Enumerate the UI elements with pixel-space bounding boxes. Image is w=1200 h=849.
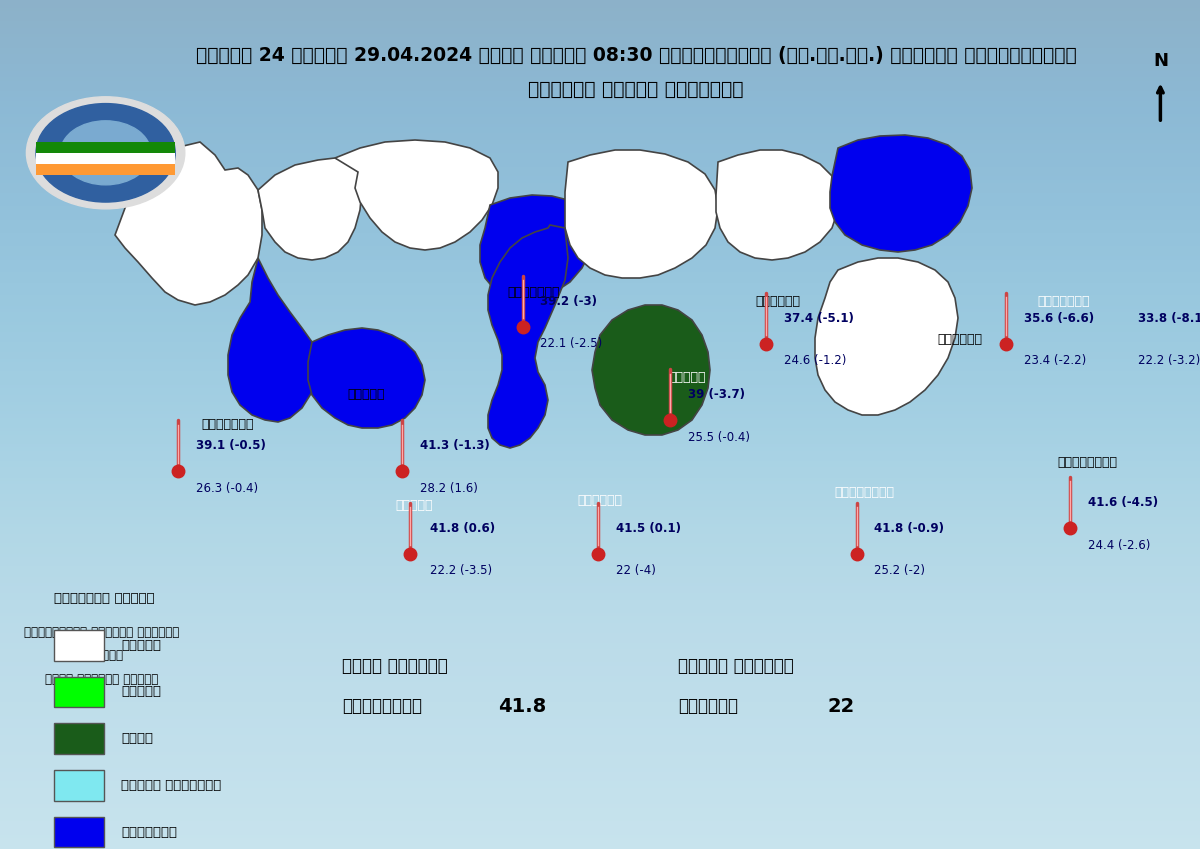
FancyBboxPatch shape bbox=[36, 164, 175, 175]
Text: 39.2 (-3): 39.2 (-3) bbox=[540, 295, 598, 308]
Text: यवतमाळ: यवतमाळ bbox=[678, 697, 738, 716]
Text: 26.3 (-0.4): 26.3 (-0.4) bbox=[196, 481, 258, 495]
Text: भारत हवामान विभाग: भारत हवामान विभाग bbox=[46, 672, 158, 686]
Polygon shape bbox=[335, 140, 498, 250]
Polygon shape bbox=[830, 135, 972, 252]
Text: 39 (-3.7): 39 (-3.7) bbox=[688, 388, 744, 402]
Text: 22 (-4): 22 (-4) bbox=[616, 564, 655, 577]
Text: लक्षात आलेले वातावरण: लक्षात आलेले वातावरण bbox=[528, 80, 744, 98]
Text: प्रादेशिक हवामान केंद्र: प्रादेशिक हवामान केंद्र bbox=[24, 626, 180, 639]
Text: 41.6 (-4.5): 41.6 (-4.5) bbox=[1088, 496, 1158, 509]
FancyBboxPatch shape bbox=[36, 143, 175, 154]
Text: N: N bbox=[1153, 52, 1168, 70]
Text: 24.4 (-2.6): 24.4 (-2.6) bbox=[1088, 538, 1151, 552]
Text: नागपूर: नागपूर bbox=[755, 295, 800, 308]
Circle shape bbox=[60, 121, 151, 185]
Polygon shape bbox=[592, 305, 710, 435]
Text: कोरडे: कोरडे bbox=[121, 638, 161, 652]
Text: 41.5 (0.1): 41.5 (0.1) bbox=[616, 521, 680, 535]
Text: तुरळक: तुरळक bbox=[121, 685, 161, 699]
FancyBboxPatch shape bbox=[54, 723, 104, 754]
Polygon shape bbox=[308, 328, 425, 428]
Text: 35.6 (-6.6): 35.6 (-6.6) bbox=[1024, 312, 1093, 325]
Text: गडचिरोली: गडचिरोली bbox=[1057, 456, 1117, 469]
Text: कमाल तापमान: कमाल तापमान bbox=[342, 657, 448, 676]
Text: यवतमाळ: यवतमाळ bbox=[577, 494, 623, 508]
Text: 28.2 (1.6): 28.2 (1.6) bbox=[420, 481, 478, 495]
Polygon shape bbox=[565, 150, 718, 278]
Text: 41.3 (-1.3): 41.3 (-1.3) bbox=[420, 439, 490, 453]
FancyBboxPatch shape bbox=[54, 817, 104, 847]
Text: विरळ: विरळ bbox=[121, 732, 154, 745]
Polygon shape bbox=[716, 150, 838, 260]
Text: चंद्रपूर: चंद्रपूर bbox=[342, 697, 422, 716]
Text: सर्वत्र: सर्वत्र bbox=[121, 825, 178, 839]
Text: गोंदिया: गोंदिया bbox=[1037, 295, 1090, 308]
Text: अकोला: अकोला bbox=[347, 388, 385, 402]
Text: बुलढाणा: बुलढाणा bbox=[202, 418, 254, 431]
Text: नागपूर: नागपूर bbox=[82, 649, 124, 662]
Text: किमान तापमान: किमान तापमान bbox=[678, 657, 793, 676]
Text: बहुदा सर्वत्र: बहुदा सर्वत्र bbox=[121, 779, 222, 792]
Text: 41.8 (0.6): 41.8 (0.6) bbox=[430, 521, 494, 535]
Text: 22.1 (-2.5): 22.1 (-2.5) bbox=[540, 337, 602, 351]
Text: वाशिम: वाशिम bbox=[395, 498, 433, 512]
Text: वर्धा: वर्धा bbox=[668, 371, 707, 385]
Polygon shape bbox=[815, 258, 958, 415]
FancyBboxPatch shape bbox=[54, 630, 104, 661]
FancyBboxPatch shape bbox=[36, 154, 175, 164]
Text: 41.8: 41.8 bbox=[498, 697, 546, 716]
Circle shape bbox=[36, 104, 175, 202]
Text: 23.4 (-2.2): 23.4 (-2.2) bbox=[1024, 354, 1086, 368]
FancyBboxPatch shape bbox=[54, 770, 104, 801]
Text: 33.8 (-8.1): 33.8 (-8.1) bbox=[1138, 312, 1200, 325]
Text: 25.2 (-2): 25.2 (-2) bbox=[874, 564, 925, 577]
Text: 24.6 (-1.2): 24.6 (-1.2) bbox=[784, 354, 846, 368]
Text: 22: 22 bbox=[828, 697, 856, 716]
Polygon shape bbox=[228, 258, 318, 422]
Text: 22.2 (-3.2): 22.2 (-3.2) bbox=[1138, 354, 1200, 368]
Text: भंडारा: भंडारा bbox=[937, 333, 983, 346]
Text: 37.4 (-5.1): 37.4 (-5.1) bbox=[784, 312, 853, 325]
Text: चंद्रपूर: चंद्रपूर bbox=[834, 486, 894, 499]
Polygon shape bbox=[480, 195, 592, 300]
Text: 41.8 (-0.9): 41.8 (-0.9) bbox=[874, 521, 943, 535]
Polygon shape bbox=[115, 142, 262, 305]
Text: पावसाचे वितरण: पावसाचे वितरण bbox=[54, 592, 155, 605]
Text: मागील 24 तासात 29.04.2024 रोजी सकाळी 08:30 वाजेपर्यंत (आई.एस.टी.) विदर्भ क्षेत्र: मागील 24 तासात 29.04.2024 रोजी सकाळी 08:… bbox=[196, 46, 1076, 65]
Text: 25.5 (-0.4): 25.5 (-0.4) bbox=[688, 430, 750, 444]
Text: 39.1 (-0.5): 39.1 (-0.5) bbox=[196, 439, 265, 453]
Text: अमरावती: अमरावती bbox=[508, 286, 560, 300]
Text: 22.2 (-3.5): 22.2 (-3.5) bbox=[430, 564, 492, 577]
FancyBboxPatch shape bbox=[54, 677, 104, 707]
Circle shape bbox=[26, 97, 185, 209]
Polygon shape bbox=[488, 225, 568, 448]
Polygon shape bbox=[258, 158, 362, 260]
